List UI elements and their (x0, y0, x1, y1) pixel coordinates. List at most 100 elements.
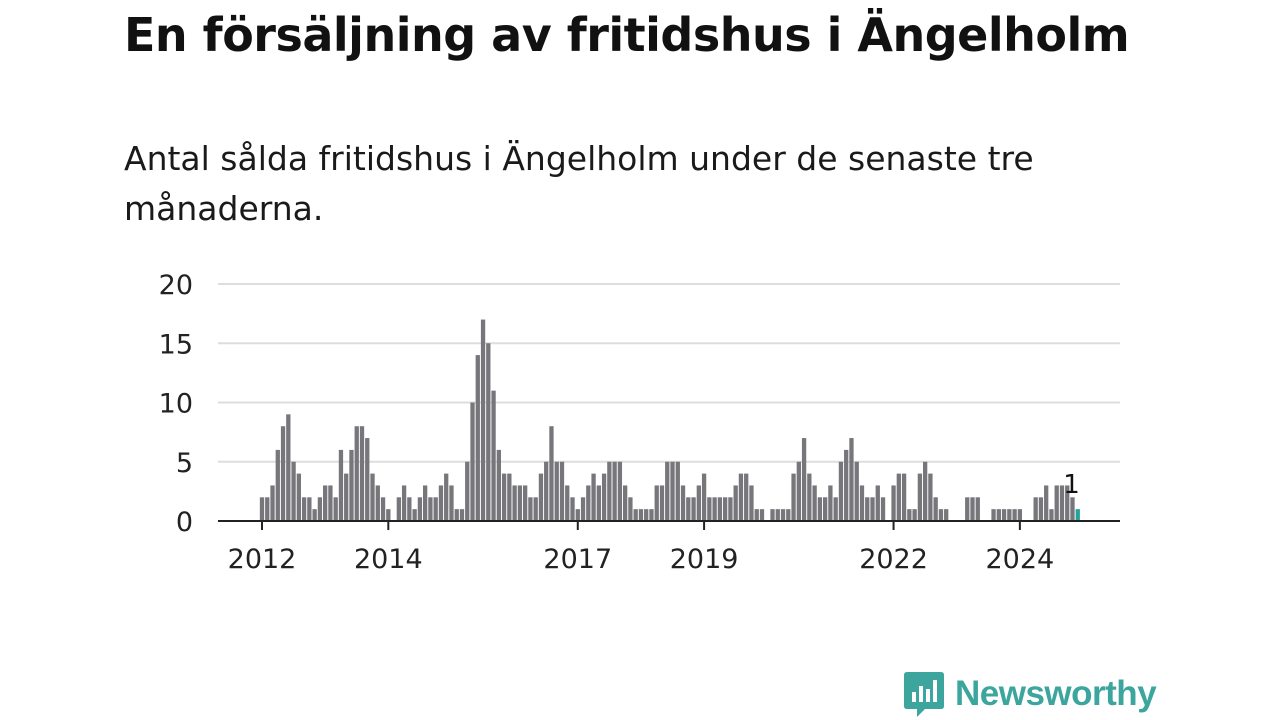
bar (565, 485, 570, 521)
bar (912, 509, 917, 521)
bar (465, 461, 470, 521)
bar (812, 485, 817, 521)
bar (880, 497, 886, 521)
bar (538, 473, 544, 521)
x-tick-label: 2012 (228, 544, 297, 575)
bar (501, 473, 507, 521)
bar (870, 497, 875, 521)
bar (838, 461, 844, 521)
bar (338, 449, 344, 521)
bar (791, 473, 796, 521)
bar (686, 497, 691, 521)
bar (901, 473, 907, 521)
bar (712, 497, 717, 521)
bar (854, 461, 859, 521)
bar (580, 497, 586, 521)
bar (454, 509, 459, 521)
bar (496, 449, 501, 521)
bar (512, 485, 517, 521)
bar (991, 509, 996, 521)
brand-name: Newsworthy (955, 674, 1157, 713)
bar (1033, 497, 1038, 521)
bar (822, 497, 828, 521)
gridlines (218, 283, 1120, 463)
bar (944, 509, 949, 521)
bar (554, 461, 559, 521)
bar (533, 497, 538, 521)
bar (349, 449, 354, 521)
bar (596, 485, 601, 521)
newsworthy-logo-icon (904, 672, 944, 717)
bar (323, 485, 328, 521)
bar (296, 473, 301, 521)
bar (675, 461, 680, 521)
bar (696, 485, 701, 521)
bar (659, 485, 665, 521)
bar (654, 485, 659, 521)
bar (412, 509, 417, 521)
bar (312, 509, 317, 521)
y-tick-label: 5 (176, 448, 193, 479)
bar (833, 497, 838, 521)
bar (865, 497, 870, 521)
bar (523, 485, 528, 521)
bar (380, 497, 386, 521)
bar (386, 509, 391, 521)
bar (344, 473, 349, 521)
bar (796, 461, 801, 521)
y-tick-label: 20 (159, 270, 193, 301)
bar (591, 473, 596, 521)
bar (270, 485, 275, 521)
bar (1059, 485, 1065, 521)
bar (722, 497, 728, 521)
bar (307, 497, 312, 521)
bar (359, 426, 365, 521)
data-labels: 1 (1063, 470, 1080, 500)
bar (807, 473, 812, 521)
bar (1007, 509, 1012, 521)
bar (817, 497, 823, 521)
bar (728, 497, 733, 521)
bar (544, 461, 549, 521)
bar (601, 473, 607, 521)
bar (438, 485, 444, 521)
bar (701, 473, 707, 521)
bar (628, 497, 633, 521)
bar (528, 497, 533, 521)
bar (333, 497, 338, 521)
bar (717, 497, 723, 521)
bar (1070, 497, 1075, 521)
bar (1044, 485, 1049, 521)
bar (996, 509, 1001, 521)
bar (633, 509, 638, 521)
bar (486, 343, 491, 521)
bar (770, 509, 775, 521)
bar (423, 485, 428, 521)
bar (691, 497, 696, 521)
bar (491, 390, 496, 521)
bar (733, 485, 738, 521)
bar (586, 485, 591, 521)
bar (780, 509, 786, 521)
bar (607, 461, 612, 521)
bar (917, 473, 923, 521)
y-tick-label: 10 (159, 389, 193, 420)
bar (286, 414, 291, 521)
bar (291, 461, 296, 521)
bar (475, 355, 480, 521)
bar (317, 497, 323, 521)
bar (1017, 509, 1023, 521)
bar (407, 497, 412, 521)
bar (928, 473, 933, 521)
y-axis-ticks: 0 5 10 15 20 (159, 270, 193, 538)
bar (375, 485, 380, 521)
bar (859, 485, 865, 521)
bar (933, 497, 938, 521)
bar (517, 485, 523, 521)
bar (1001, 509, 1007, 521)
bar (970, 497, 975, 521)
bar (1038, 497, 1044, 521)
brand-logo: Newsworthy (903, 670, 1157, 718)
bar (575, 509, 580, 521)
bar (265, 497, 270, 521)
